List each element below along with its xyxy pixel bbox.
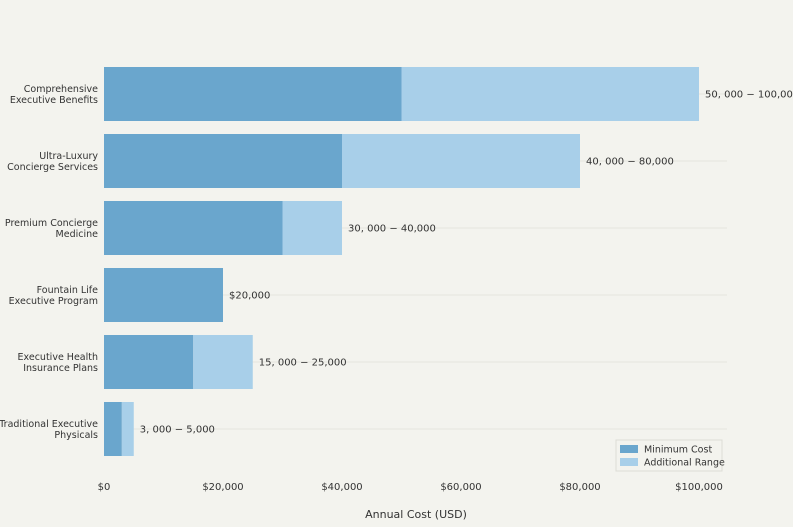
bar-minimum-2 xyxy=(104,201,283,255)
bar-layer xyxy=(104,67,699,456)
category-label-1-line-1: Concierge Services xyxy=(7,162,98,173)
data-label-1: 40, 000 − 80,000 xyxy=(586,157,674,168)
data-label-5: 3, 000 − 5,000 xyxy=(140,425,215,436)
bar-minimum-0 xyxy=(104,67,402,121)
category-label-2-line-0: Premium Concierge xyxy=(5,218,98,229)
bar-additional-4 xyxy=(193,335,253,389)
bar-additional-5 xyxy=(121,402,134,456)
category-label-0-line-1: Executive Benefits xyxy=(10,95,98,106)
x-tick-label-3: $60,000 xyxy=(440,482,481,493)
category-label-2-line-1: Medicine xyxy=(56,229,99,240)
data-label-3: $20,000 xyxy=(229,291,270,302)
category-label-3-line-1: Executive Program xyxy=(9,296,98,307)
category-label-5-line-1: Physicals xyxy=(54,430,98,441)
legend-label-1: Additional Range xyxy=(644,458,725,469)
legend-swatch-1 xyxy=(620,458,638,466)
legend-label-0: Minimum Cost xyxy=(644,445,712,456)
bar-additional-0 xyxy=(401,67,699,121)
x-tick-label-5: $100,000 xyxy=(675,482,723,493)
data-label-2: 30, 000 − 40,000 xyxy=(348,224,436,235)
category-label-4-line-0: Executive Health xyxy=(18,352,98,363)
legend-swatch-0 xyxy=(620,445,638,453)
bar-minimum-1 xyxy=(104,134,342,188)
bar-minimum-3 xyxy=(104,268,223,322)
category-label-3-line-0: Fountain Life xyxy=(37,285,98,296)
legend: Minimum Cost Additional Range xyxy=(615,439,725,472)
category-label-0-line-0: Comprehensive xyxy=(24,84,98,95)
x-tick-label-0: $0 xyxy=(98,482,111,493)
category-label-1-line-0: Ultra-Luxury xyxy=(39,151,98,162)
data-label-0: 50, 000 − 100,000 xyxy=(705,90,793,101)
x-axis-title: Annual Cost (USD) xyxy=(365,508,467,521)
x-tick-label-4: $80,000 xyxy=(559,482,600,493)
bar-minimum-5 xyxy=(104,402,122,456)
bar-minimum-4 xyxy=(104,335,194,389)
bar-additional-1 xyxy=(342,134,580,188)
category-label-5-line-0: Traditional Executive xyxy=(0,419,98,430)
label-layer: 50, 000 − 100,000ComprehensiveExecutive … xyxy=(0,84,793,441)
x-tick-label-1: $20,000 xyxy=(202,482,243,493)
axis-layer: $0 $20,000 $40,000 $60,000 $80,000 $100,000 xyxy=(98,482,723,493)
data-label-4: 15, 000 − 25,000 xyxy=(259,358,347,369)
bar-additional-2 xyxy=(282,201,342,255)
category-label-4-line-1: Insurance Plans xyxy=(23,363,98,374)
x-tick-label-2: $40,000 xyxy=(321,482,362,493)
